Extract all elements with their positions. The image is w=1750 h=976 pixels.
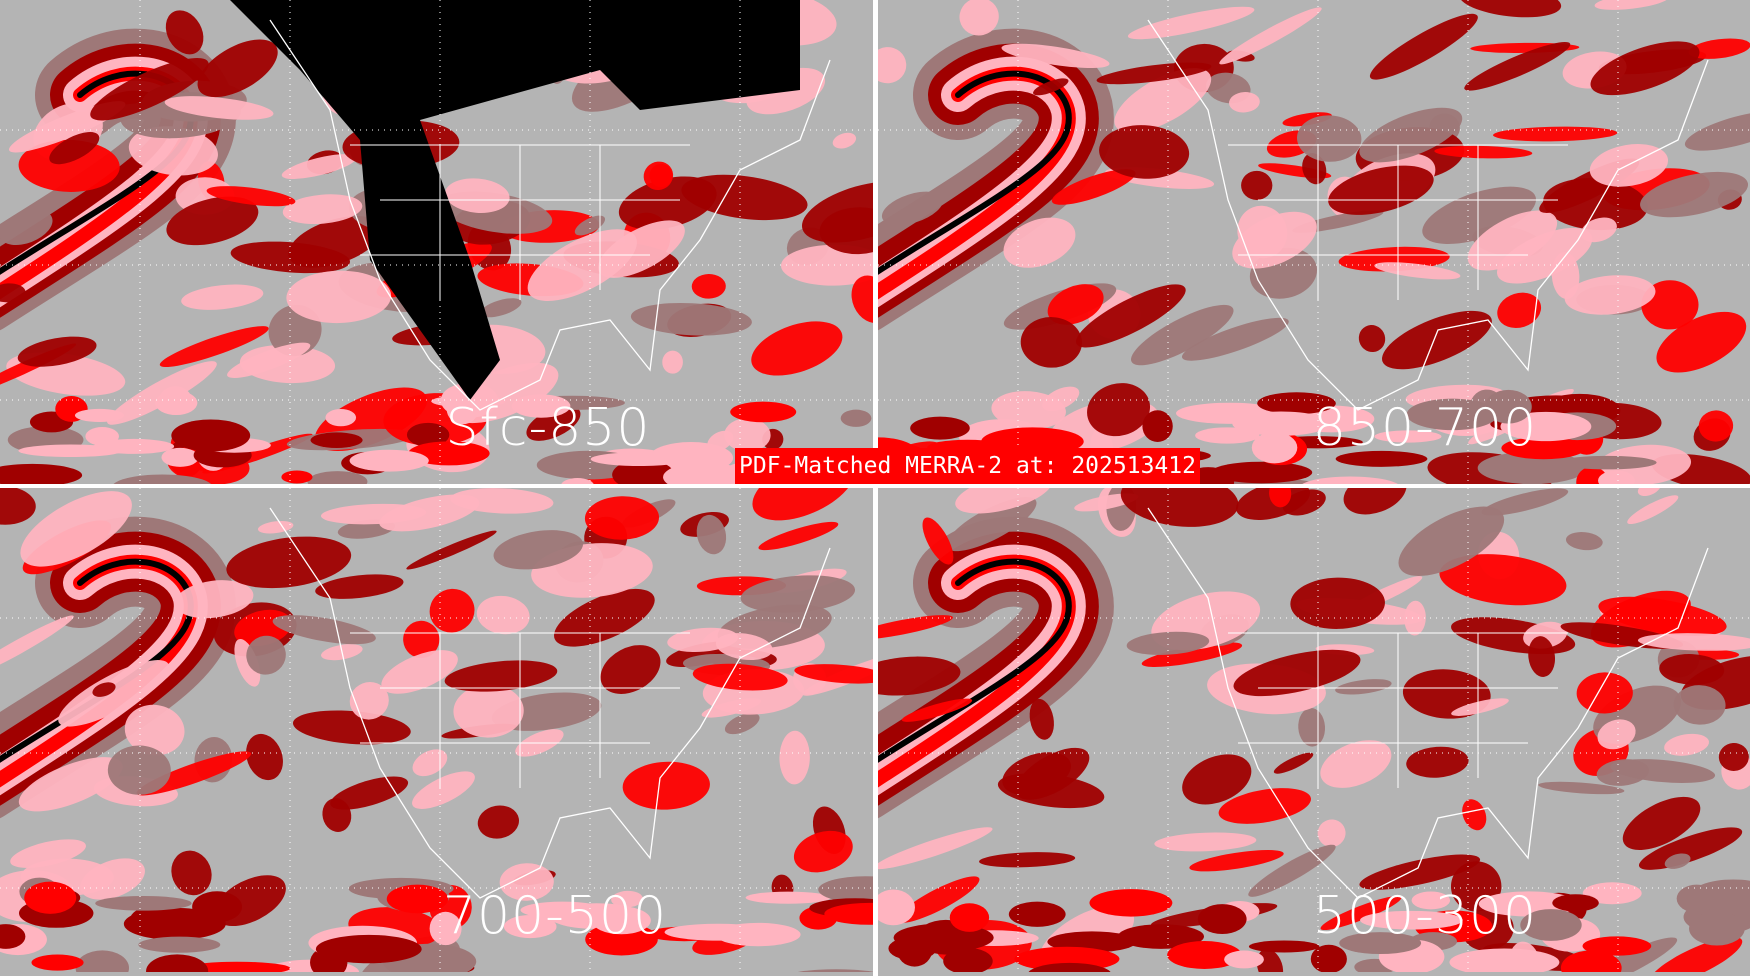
panel-label-700-500: 700-500	[442, 886, 668, 946]
panel-label-500-300: 500-300	[1312, 886, 1538, 946]
map-panel-500-300	[878, 488, 1750, 972]
figure-title: PDF-Matched MERRA-2 at: 202513412	[735, 448, 1200, 484]
panel-label-850-700: 850-700	[1312, 398, 1538, 458]
map-panel-850-700	[878, 0, 1750, 484]
state-borders	[1228, 144, 1568, 300]
map-panel-sfc-850	[0, 0, 873, 484]
state-borders	[1228, 632, 1568, 788]
coastline	[1147, 507, 1709, 899]
coastline	[269, 19, 831, 411]
state-borders	[350, 144, 690, 300]
map-panel-700-500	[0, 488, 873, 972]
panel-label-sfc-850: Sfc-850	[445, 398, 651, 458]
coastline	[269, 507, 831, 899]
state-borders	[350, 632, 690, 788]
horizontal-panel-divider	[0, 484, 1750, 488]
vertical-panel-divider	[873, 0, 878, 976]
coastline	[1147, 19, 1709, 411]
